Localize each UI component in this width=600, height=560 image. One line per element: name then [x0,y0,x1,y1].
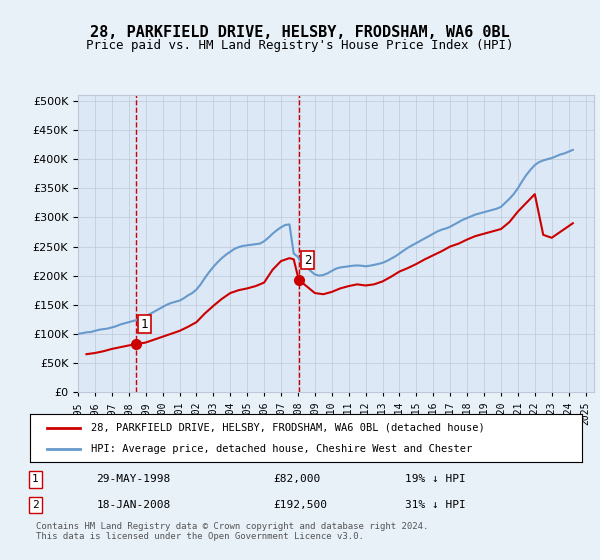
Text: Price paid vs. HM Land Registry's House Price Index (HPI): Price paid vs. HM Land Registry's House … [86,39,514,52]
Text: 31% ↓ HPI: 31% ↓ HPI [406,500,466,510]
Text: 28, PARKFIELD DRIVE, HELSBY, FRODSHAM, WA6 0BL (detached house): 28, PARKFIELD DRIVE, HELSBY, FRODSHAM, W… [91,423,484,433]
Text: 28, PARKFIELD DRIVE, HELSBY, FRODSHAM, WA6 0BL: 28, PARKFIELD DRIVE, HELSBY, FRODSHAM, W… [90,25,510,40]
Text: 2: 2 [32,500,39,510]
Text: 19% ↓ HPI: 19% ↓ HPI [406,474,466,484]
Text: HPI: Average price, detached house, Cheshire West and Chester: HPI: Average price, detached house, Ches… [91,444,472,454]
Text: £192,500: £192,500 [273,500,327,510]
Text: 1: 1 [32,474,39,484]
Text: 29-MAY-1998: 29-MAY-1998 [96,474,170,484]
Text: £82,000: £82,000 [273,474,320,484]
Text: 1: 1 [141,318,148,331]
Text: Contains HM Land Registry data © Crown copyright and database right 2024.
This d: Contains HM Land Registry data © Crown c… [35,522,428,542]
Text: 2: 2 [304,254,311,267]
Text: 18-JAN-2008: 18-JAN-2008 [96,500,170,510]
